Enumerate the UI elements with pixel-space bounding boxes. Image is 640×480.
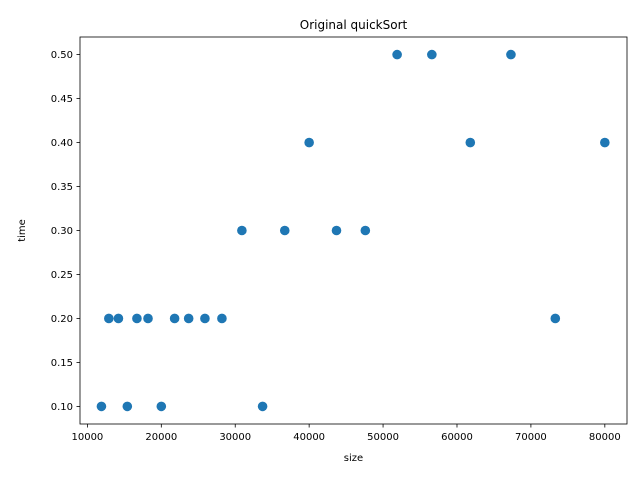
data-point xyxy=(183,313,194,324)
data-point xyxy=(304,137,314,148)
y-tick-label: 0.25 xyxy=(51,270,73,281)
x-axis-ticks: 10000 20000 30000 40000 50000 60000 70000 80000 xyxy=(71,424,621,443)
x-tick-label: 80000 xyxy=(589,432,621,443)
data-point xyxy=(331,225,342,236)
plot-frame xyxy=(79,36,628,425)
x-axis-label: size xyxy=(344,453,363,464)
x-tick-label: 40000 xyxy=(293,432,325,443)
chart-title: Original quickSort xyxy=(300,18,408,32)
data-point xyxy=(600,137,610,148)
y-tick-label: 0.35 xyxy=(51,182,73,193)
data-point xyxy=(360,225,371,236)
data-point xyxy=(217,313,227,324)
data-point xyxy=(143,313,153,324)
y-tick-label: 0.50 xyxy=(51,50,73,61)
data-point xyxy=(122,401,133,412)
data-point xyxy=(506,49,516,60)
plot-border xyxy=(79,36,628,425)
x-tick-label: 60000 xyxy=(441,432,473,443)
data-point xyxy=(132,313,142,324)
data-point xyxy=(156,401,167,412)
x-tick-label: 20000 xyxy=(145,432,177,443)
data-point xyxy=(96,401,107,412)
x-tick-label: 70000 xyxy=(515,432,547,443)
y-tick-label: 0.10 xyxy=(51,402,73,413)
x-tick-label: 10000 xyxy=(71,432,103,443)
y-axis-label: time xyxy=(17,219,28,242)
data-point xyxy=(257,401,268,412)
y-tick-label: 0.15 xyxy=(51,358,73,369)
data-point xyxy=(104,313,114,324)
data-point xyxy=(279,225,290,236)
x-tick-label: 30000 xyxy=(219,432,251,443)
data-point xyxy=(200,313,210,324)
data-point xyxy=(550,313,561,324)
data-point xyxy=(427,49,437,60)
data-point xyxy=(237,225,247,236)
data-point xyxy=(113,313,124,324)
data-point xyxy=(169,313,180,324)
data-point xyxy=(465,137,476,148)
data-point xyxy=(392,49,402,60)
y-axis-ticks: 0.10 0.15 0.20 0.25 0.30 0.35 0.40 0.45 0.50 xyxy=(51,50,80,413)
y-tick-label: 0.20 xyxy=(51,314,73,325)
data-points xyxy=(96,49,610,412)
y-tick-label: 0.40 xyxy=(51,138,73,149)
x-tick-label: 50000 xyxy=(367,432,399,443)
y-tick-label: 0.30 xyxy=(51,226,73,237)
y-tick-label: 0.45 xyxy=(51,94,73,105)
